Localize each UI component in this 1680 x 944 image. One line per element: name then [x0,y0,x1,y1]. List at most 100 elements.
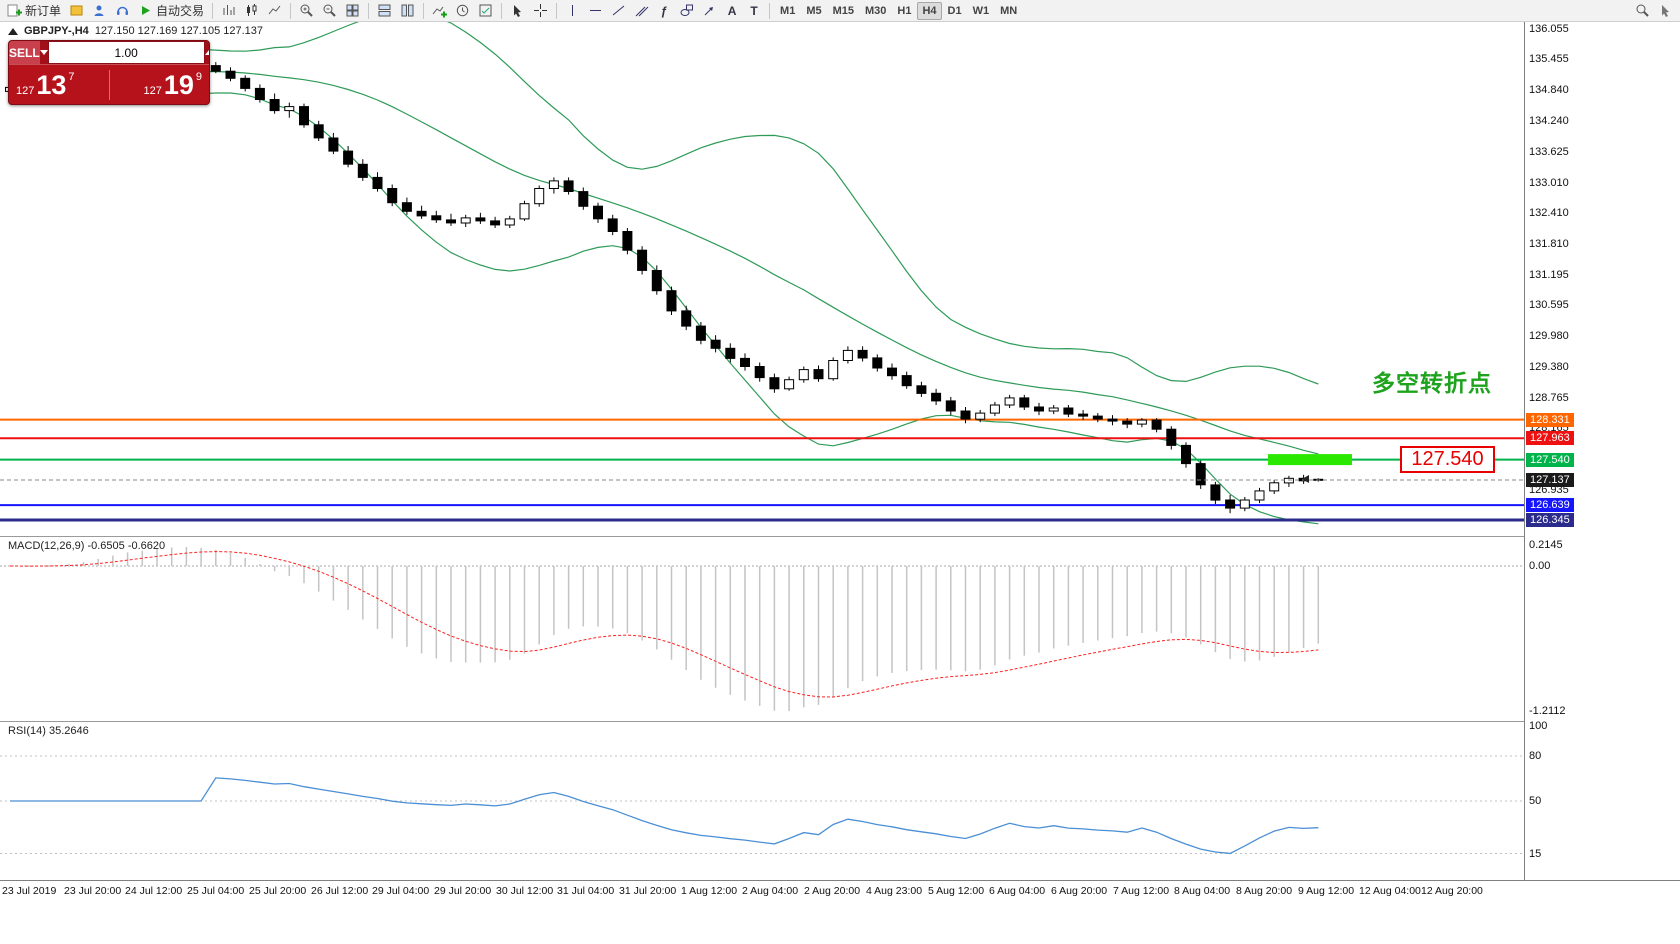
rsi-pane[interactable] [0,722,1524,880]
add-indicator-button[interactable] [429,1,450,20]
time-axis-label: 8 Aug 20:00 [1236,885,1293,897]
timeframe-button-M30[interactable]: M30 [865,4,887,17]
price-level-tag: 127.963 [1526,431,1574,445]
pane-separator[interactable] [0,721,1680,722]
buy-price-button[interactable]: 127 19 9 [136,65,209,104]
line-chart-button[interactable] [264,1,285,20]
lot-increase-button[interactable] [204,41,209,64]
price-tick-label: 133.010 [1529,177,1569,189]
price-tick-label: 129.980 [1529,330,1569,342]
timeframe-button-D1[interactable]: D1 [947,4,962,17]
price-level-tag: 126.639 [1526,498,1574,512]
timeframe-button-H4[interactable]: H4 [917,1,942,20]
macd-pane[interactable] [0,537,1524,721]
lot-decrease-button[interactable] [39,41,48,64]
shapes-icon [680,4,694,16]
time-axis-label: 25 Jul 04:00 [187,885,245,897]
time-axis-label: 2 Aug 04:00 [742,885,799,897]
support-button[interactable] [112,1,133,20]
arrow-tool-icon [704,7,714,16]
autotrading-button[interactable]: 自动交易 [135,1,207,20]
candlestick-button[interactable] [241,1,262,20]
timeframe-button-MN[interactable]: MN [1000,4,1018,17]
timeframe-button-H1[interactable]: H1 [897,4,912,17]
arrows-tool-button[interactable] [699,1,720,20]
one-click-trading-panel: SELL BUY 127 13 7 127 19 9 [8,40,210,105]
template-icon [479,4,492,17]
arrange-vertical-button[interactable] [397,1,418,20]
line-chart-icon [268,5,281,15]
tile-windows-icon [346,4,359,17]
sell-price-button[interactable]: 127 13 7 [9,65,82,104]
lot-size-input[interactable] [47,41,205,64]
timeframe-button-M1[interactable]: M1 [780,4,796,17]
price-tick-label: 126.935 [1529,484,1569,496]
price-tick-label: 130.595 [1529,299,1569,311]
time-axis-label: 29 Jul 20:00 [434,885,492,897]
time-axis-label: 12 Aug 20:00 [1421,885,1483,897]
sell-button[interactable]: SELL [9,41,40,64]
price-level-callout: 127.540 [1400,446,1495,473]
new-order-button[interactable]: 新订单 [4,1,64,20]
candlestick-icon [247,4,257,16]
fibonacci-tool-button[interactable]: ƒ [654,1,674,20]
ohlc-values: 127.150 127.169 127.105 127.137 [94,25,264,37]
collapse-panel-toggle-icon[interactable] [8,27,18,35]
current-price-tag: 127.137 [1526,473,1574,487]
price-level-tag: 127.540 [1526,453,1574,467]
cursor-tool-button[interactable] [507,1,528,20]
time-axis-label: 6 Aug 20:00 [1051,885,1108,897]
rsi-label: RSI(14) 35.2646 [8,725,89,737]
vertical-line-tool-button[interactable] [562,1,583,20]
channel-tool-button[interactable] [631,1,652,20]
time-axis-label: 26 Jul 12:00 [311,885,369,897]
zoom-out-button[interactable] [319,1,340,20]
time-axis-label: 4 Aug 23:00 [866,885,923,897]
text-label-tool-button[interactable]: T [744,1,764,20]
main-toolbar: 新订单 自动交易 [0,0,1680,22]
search-button[interactable] [1632,1,1653,20]
shapes-tool-button[interactable] [676,1,697,20]
text-tool-button[interactable]: A [722,1,742,20]
add-indicator-icon [432,6,448,18]
pane-separator[interactable] [0,536,1680,537]
time-axis[interactable]: 23 Jul 2019 23 Jul 20:00 24 Jul 12:00 25 Ju… [0,880,1680,902]
horizontal-line-tool-button[interactable] [585,1,606,20]
profile-button[interactable] [89,1,110,20]
time-axis-label: 7 Aug 12:00 [1113,885,1170,897]
price-scale[interactable]: 136.055 135.455 134.840 134.240 133.625 133.0… [1524,22,1680,880]
sell-price-big: 13 [36,69,67,100]
crosshair-tool-button[interactable] [530,1,551,20]
periods-button[interactable] [452,1,473,20]
text-label-icon: T [750,3,758,18]
profile-icon [94,5,104,16]
time-axis-label: 24 Jul 12:00 [125,885,183,897]
arrange-horizontal-button[interactable] [374,1,395,20]
trendline-tool-button[interactable] [608,1,629,20]
editor-button[interactable] [66,1,87,20]
bar-chart-button[interactable] [218,1,239,20]
cursor-icon [514,5,522,17]
price-tick-label: 134.240 [1529,115,1569,127]
pointer-mode-button[interactable] [1655,1,1676,20]
time-axis-label: 5 Aug 12:00 [928,885,985,897]
price-tick-label: 128.765 [1529,392,1569,404]
headset-icon [117,6,129,15]
crosshair-icon [534,4,548,17]
zoom-out-icon [323,4,336,17]
timeframe-button-W1[interactable]: W1 [972,4,990,17]
clock-icon [456,4,469,17]
time-axis-label: 31 Jul 20:00 [619,885,677,897]
new-order-icon [7,4,22,17]
caret-down-icon [39,50,48,55]
text-tool-icon: A [727,3,737,18]
tile-windows-button[interactable] [342,1,363,20]
timeframe-group: M1 M5 M15 M30 H1 H4 D1 W1 MN [775,1,1022,20]
timeframe-button-M15[interactable]: M15 [832,4,854,17]
zoom-in-button[interactable] [296,1,317,20]
timeframe-button-M5[interactable]: M5 [806,4,822,17]
main-chart-pane[interactable] [0,22,1524,536]
templates-button[interactable] [475,1,496,20]
channel-icon [635,6,649,17]
price-tick-label: 129.380 [1529,361,1569,373]
